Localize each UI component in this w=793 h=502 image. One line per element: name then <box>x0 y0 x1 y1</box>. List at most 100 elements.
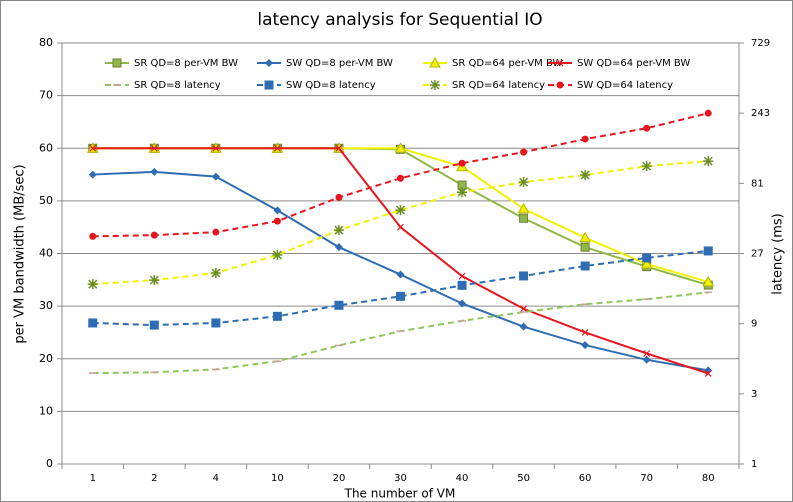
x-tick-label: 50 <box>517 473 530 484</box>
data-point <box>396 291 405 301</box>
legend-label: SW QD=8 per-VM BW <box>286 58 393 69</box>
legend-label: SR QD=8 per-VM BW <box>134 58 238 69</box>
legend-marker <box>112 58 122 68</box>
x-tick-label: 4 <box>213 473 219 484</box>
legend-label: SR QD=8 latency <box>134 80 221 91</box>
data-point <box>457 280 467 290</box>
legend-label: SR QD=64 per-VM BW <box>452 58 562 69</box>
data-point <box>210 267 221 278</box>
data-point <box>581 329 589 336</box>
legend-marker <box>429 56 441 68</box>
data-point <box>519 322 528 331</box>
data-point <box>517 202 530 214</box>
y-tick-label: 80 <box>39 36 53 49</box>
data-point <box>640 257 653 269</box>
y-axis-label: per VM bandwidth (MB/sec) <box>13 164 28 343</box>
data-point <box>273 206 282 215</box>
legend-label: SR QD=64 latency <box>452 80 545 91</box>
x-tick-label: 30 <box>394 473 407 484</box>
data-point <box>211 172 220 181</box>
chart-title: latency analysis for Sequential IO <box>257 10 542 30</box>
data-point <box>334 243 343 252</box>
data-point <box>211 318 221 328</box>
data-point <box>518 177 529 188</box>
data-point <box>520 305 528 313</box>
x-tick-label: 40 <box>456 473 469 484</box>
data-point <box>458 299 467 308</box>
series-line <box>92 112 709 238</box>
data-point <box>703 156 714 167</box>
y-tick-label: 10 <box>39 404 53 417</box>
y-tick-label: 70 <box>39 89 53 102</box>
data-point <box>335 193 343 201</box>
y-tick-label: 30 <box>39 299 53 312</box>
data-point <box>272 249 283 260</box>
series-line <box>92 249 709 327</box>
data-point <box>519 213 529 223</box>
data-point <box>88 170 97 179</box>
data-point <box>457 187 468 198</box>
data-point <box>89 232 97 240</box>
data-point <box>87 279 98 290</box>
series-line <box>92 160 709 286</box>
data-point <box>704 109 712 117</box>
data-point <box>89 144 97 152</box>
data-point <box>581 341 590 350</box>
data-point <box>643 124 651 132</box>
data-point <box>520 148 528 156</box>
y2-tick-label: 9 <box>751 319 757 330</box>
legend-label: SW QD=8 latency <box>286 80 376 91</box>
y2-tick-label: 3 <box>751 389 757 400</box>
data-point <box>580 170 591 181</box>
data-point <box>580 261 590 271</box>
y2-tick-label: 81 <box>751 178 764 189</box>
legend-marker <box>430 80 440 90</box>
legend-marker <box>264 80 274 90</box>
data-point <box>333 225 344 236</box>
data-point <box>150 144 158 152</box>
y-tick-label: 50 <box>39 194 53 207</box>
data-point <box>643 350 651 357</box>
data-point <box>702 275 715 287</box>
x-tick-label: 60 <box>579 473 592 484</box>
data-point <box>212 144 220 152</box>
data-point <box>149 275 160 286</box>
y2-tick-label: 1 <box>751 459 757 470</box>
data-point <box>458 272 466 280</box>
data-point <box>88 318 98 328</box>
x-tick-label: 20 <box>333 473 346 484</box>
y-tick-label: 60 <box>39 141 53 154</box>
data-point <box>519 271 529 281</box>
data-point <box>397 174 404 182</box>
data-point <box>334 300 344 310</box>
data-point <box>272 311 282 321</box>
data-point <box>395 205 406 216</box>
data-point <box>397 223 404 231</box>
x-tick-label: 1 <box>90 473 96 484</box>
data-point <box>394 142 407 153</box>
y2-tick-label: 243 <box>751 108 770 119</box>
data-point <box>335 144 343 152</box>
data-point <box>149 320 159 330</box>
data-point <box>704 370 712 377</box>
y2-tick-label: 27 <box>751 249 764 260</box>
legend-label: SW QD=64 per-VM BW <box>577 58 690 69</box>
data-point <box>212 228 220 236</box>
legend-marker <box>556 59 564 67</box>
x-tick-label: 2 <box>151 473 157 484</box>
data-point <box>579 231 591 243</box>
data-point <box>641 161 652 172</box>
x-tick-label: 80 <box>702 473 715 484</box>
y2-tick-label: 729 <box>751 38 770 49</box>
y2-axis-label: latency (ms) <box>771 213 786 294</box>
data-point <box>581 135 589 143</box>
data-point <box>396 270 405 279</box>
data-point <box>642 253 652 263</box>
data-point <box>150 167 159 176</box>
legend-label: SW QD=64 latency <box>577 80 673 91</box>
data-point <box>580 242 590 252</box>
data-point <box>642 355 651 364</box>
x-tick-label: 70 <box>640 473 653 484</box>
